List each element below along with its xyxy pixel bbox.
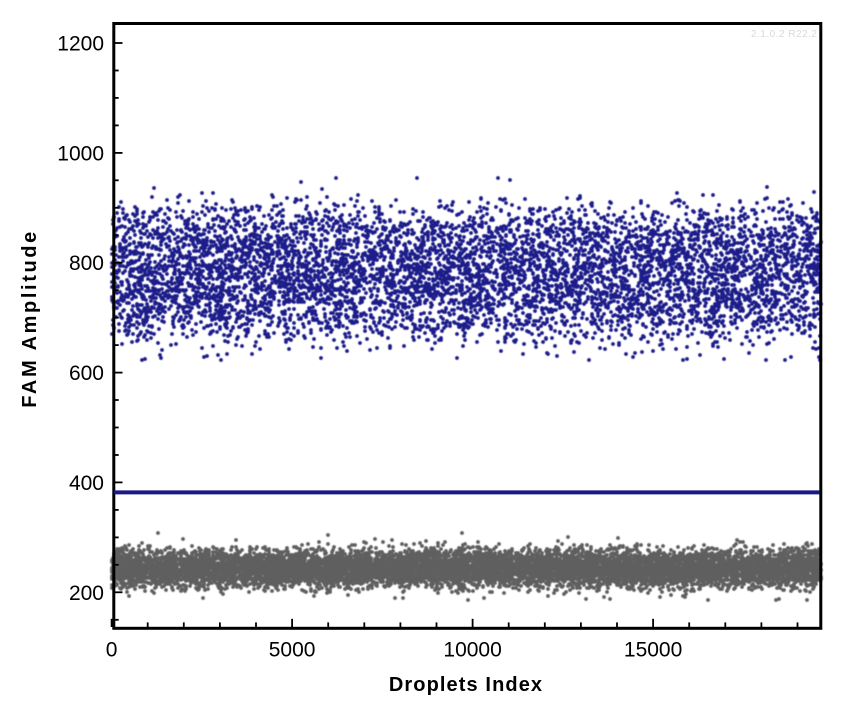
svg-text:5000: 5000	[269, 638, 316, 661]
svg-text:1000: 1000	[57, 142, 104, 165]
svg-text:2.1.0.2 R22.2: 2.1.0.2 R22.2	[751, 29, 818, 40]
svg-text:200: 200	[69, 582, 104, 605]
svg-text:10000: 10000	[443, 638, 501, 661]
svg-text:800: 800	[69, 252, 104, 275]
svg-text:600: 600	[69, 362, 104, 385]
svg-text:1200: 1200	[57, 33, 104, 56]
svg-text:0: 0	[106, 638, 118, 661]
svg-text:FAM Amplitude: FAM Amplitude	[19, 229, 41, 408]
svg-text:Droplets Index: Droplets Index	[389, 674, 543, 696]
svg-text:400: 400	[69, 472, 104, 495]
svg-text:15000: 15000	[624, 638, 682, 661]
